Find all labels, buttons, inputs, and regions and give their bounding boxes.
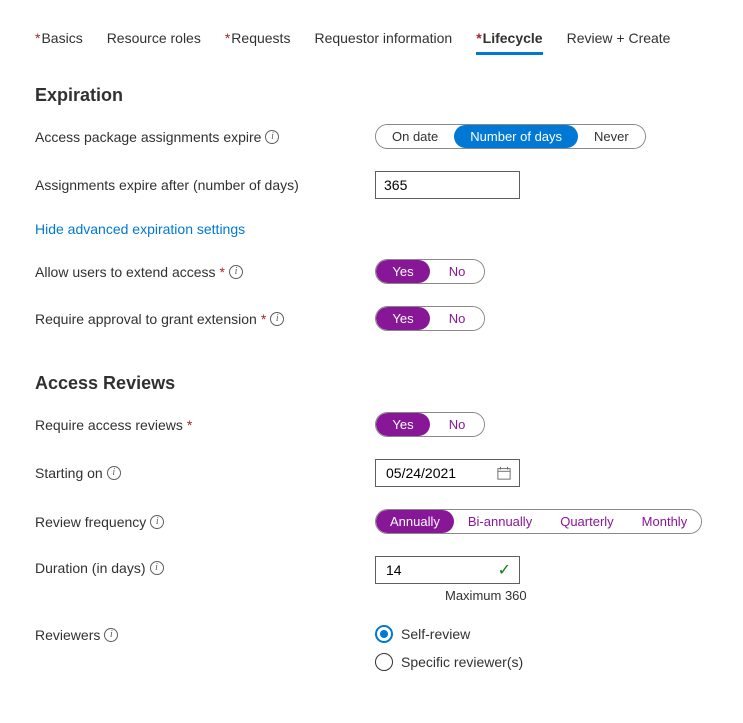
info-icon[interactable]: i bbox=[104, 628, 118, 642]
radio-label: Specific reviewer(s) bbox=[401, 654, 523, 670]
expire-option-never[interactable]: Never bbox=[578, 125, 645, 148]
required-asterisk: * bbox=[261, 311, 266, 327]
freq-annually[interactable]: Annually bbox=[376, 510, 454, 533]
tab-review-create[interactable]: Review + Create bbox=[567, 30, 671, 55]
require-approval-no[interactable]: No bbox=[430, 307, 484, 330]
duration-field[interactable]: ✓ bbox=[375, 556, 520, 584]
require-approval-yes[interactable]: Yes bbox=[376, 307, 430, 330]
frequency-toggle: Annually Bi-annually Quarterly Monthly bbox=[375, 509, 702, 534]
expire-option-number-of-days[interactable]: Number of days bbox=[454, 125, 578, 148]
label-reviewers: Reviewers bbox=[35, 627, 100, 643]
require-reviews-no[interactable]: No bbox=[430, 413, 484, 436]
require-reviews-yes[interactable]: Yes bbox=[376, 413, 430, 436]
reviewers-radio-group: Self-review Specific reviewer(s) bbox=[375, 625, 708, 671]
label-expire-after: Assignments expire after (number of days… bbox=[35, 177, 299, 193]
starting-on-input[interactable] bbox=[384, 464, 484, 482]
label-review-frequency: Review frequency bbox=[35, 514, 146, 530]
info-icon[interactable]: i bbox=[150, 561, 164, 575]
expire-mode-toggle: On date Number of days Never bbox=[375, 124, 646, 149]
info-icon[interactable]: i bbox=[229, 265, 243, 279]
info-icon[interactable]: i bbox=[270, 312, 284, 326]
expire-after-input[interactable] bbox=[375, 171, 520, 199]
required-asterisk: * bbox=[187, 417, 192, 433]
radio-label: Self-review bbox=[401, 626, 470, 642]
hide-advanced-link[interactable]: Hide advanced expiration settings bbox=[35, 221, 245, 237]
label-assignments-expire: Access package assignments expire bbox=[35, 129, 261, 145]
tab-label: Review + Create bbox=[567, 30, 671, 46]
tab-requestor-information[interactable]: Requestor information bbox=[314, 30, 452, 55]
calendar-icon[interactable] bbox=[497, 466, 511, 480]
wizard-tabs: *Basics Resource roles *Requests Request… bbox=[35, 30, 708, 55]
tab-basics[interactable]: *Basics bbox=[35, 30, 83, 55]
info-icon[interactable]: i bbox=[265, 130, 279, 144]
section-heading-access-reviews: Access Reviews bbox=[35, 373, 708, 394]
tab-lifecycle[interactable]: *Lifecycle bbox=[476, 30, 542, 55]
freq-monthly[interactable]: Monthly bbox=[628, 510, 702, 533]
freq-quarterly[interactable]: Quarterly bbox=[546, 510, 627, 533]
info-icon[interactable]: i bbox=[107, 466, 121, 480]
allow-extend-yes[interactable]: Yes bbox=[376, 260, 430, 283]
radio-icon bbox=[375, 625, 393, 643]
freq-bi-annually[interactable]: Bi-annually bbox=[454, 510, 546, 533]
radio-icon bbox=[375, 653, 393, 671]
starting-on-field[interactable] bbox=[375, 459, 520, 487]
label-require-approval: Require approval to grant extension bbox=[35, 311, 257, 327]
label-allow-extend: Allow users to extend access bbox=[35, 264, 216, 280]
tab-label: Basics bbox=[41, 30, 82, 46]
duration-input[interactable] bbox=[384, 561, 484, 579]
label-duration: Duration (in days) bbox=[35, 560, 146, 576]
tab-label: Lifecycle bbox=[483, 30, 543, 46]
tab-label: Requests bbox=[231, 30, 290, 46]
allow-extend-no[interactable]: No bbox=[430, 260, 484, 283]
duration-hint: Maximum 360 bbox=[375, 588, 527, 603]
require-approval-toggle: Yes No bbox=[375, 306, 485, 331]
label-starting-on: Starting on bbox=[35, 465, 103, 481]
reviewer-option-self[interactable]: Self-review bbox=[375, 625, 708, 643]
label-require-reviews: Require access reviews bbox=[35, 417, 183, 433]
expire-option-on-date[interactable]: On date bbox=[376, 125, 454, 148]
info-icon[interactable]: i bbox=[150, 515, 164, 529]
tab-label: Resource roles bbox=[107, 30, 201, 46]
require-reviews-toggle: Yes No bbox=[375, 412, 485, 437]
section-heading-expiration: Expiration bbox=[35, 85, 708, 106]
reviewer-option-specific[interactable]: Specific reviewer(s) bbox=[375, 653, 708, 671]
allow-extend-toggle: Yes No bbox=[375, 259, 485, 284]
checkmark-icon: ✓ bbox=[498, 560, 511, 580]
tab-requests[interactable]: *Requests bbox=[225, 30, 291, 55]
tab-resource-roles[interactable]: Resource roles bbox=[107, 30, 201, 55]
required-asterisk: * bbox=[220, 264, 225, 280]
tab-label: Requestor information bbox=[314, 30, 452, 46]
